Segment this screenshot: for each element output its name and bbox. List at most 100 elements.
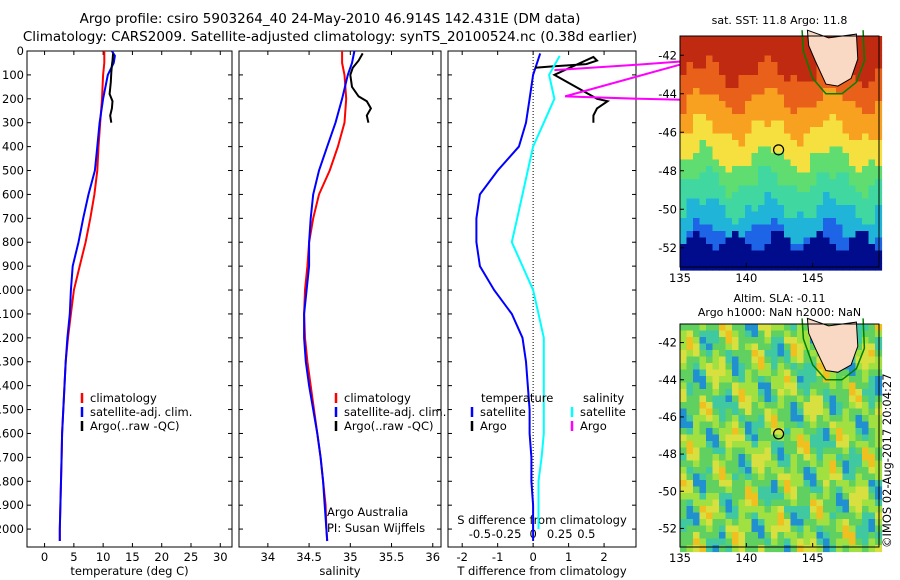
map-cell	[680, 257, 688, 265]
map-cell	[699, 75, 707, 83]
map-cell	[823, 506, 831, 514]
map-cell	[829, 166, 837, 174]
map-cell	[758, 415, 766, 423]
map-cell	[745, 231, 753, 239]
map-cell	[693, 218, 701, 226]
map-cell	[686, 447, 694, 455]
map-cell	[855, 101, 863, 109]
map-cell	[745, 486, 753, 494]
map-cell	[719, 166, 727, 174]
map-cell	[732, 159, 740, 167]
map-cell	[855, 55, 863, 63]
x2-tick-label: -0.5	[469, 527, 491, 541]
map-cell	[803, 421, 811, 429]
map-cell	[803, 211, 811, 219]
map-cell	[764, 114, 772, 122]
map-cell	[686, 402, 694, 410]
map-cell	[829, 231, 837, 239]
map-cell	[758, 120, 766, 128]
map-cell	[751, 395, 759, 403]
y-tick-label: -50	[658, 202, 677, 216]
map-cell	[842, 415, 850, 423]
map-cell	[862, 324, 870, 332]
map-cell	[855, 172, 863, 180]
map-cell	[738, 460, 746, 468]
map-cell	[699, 493, 707, 501]
map-cell	[810, 244, 818, 252]
map-cell	[849, 231, 857, 239]
map-cell	[745, 159, 753, 167]
map-cell	[842, 146, 850, 154]
map-cell	[719, 36, 727, 44]
map-cell	[686, 237, 694, 245]
map-cell	[758, 499, 766, 507]
map-cell	[751, 363, 759, 371]
map-cell	[686, 473, 694, 481]
map-cell	[719, 101, 727, 109]
map-cell	[758, 49, 766, 57]
map-cell	[758, 506, 766, 514]
map-cell	[719, 107, 727, 115]
map-cell	[862, 127, 870, 135]
map-cell	[751, 369, 759, 377]
map-cell	[790, 120, 798, 128]
map-cell	[764, 467, 772, 475]
map-cell	[771, 62, 779, 70]
map-cell	[751, 231, 759, 239]
map-cell	[732, 369, 740, 377]
map-cell	[693, 211, 701, 219]
map-cell	[855, 185, 863, 193]
map-cell	[732, 192, 740, 200]
map-cell	[680, 545, 688, 553]
map-cell	[790, 480, 798, 488]
map-cell	[803, 42, 811, 50]
map-cell	[699, 81, 707, 89]
map-cell	[725, 244, 733, 252]
map-cell	[803, 467, 811, 475]
map-cell	[699, 114, 707, 122]
map-cell	[725, 532, 733, 540]
map-cell	[803, 94, 811, 102]
map-cell	[816, 224, 824, 232]
map-cell	[823, 421, 831, 429]
map-cell	[810, 343, 818, 351]
map-cell	[725, 493, 733, 501]
map-cell	[686, 81, 694, 89]
map-cell	[699, 101, 707, 109]
map-cell	[868, 382, 876, 390]
map-cell	[745, 42, 753, 50]
map-cell	[862, 525, 870, 533]
map-cell	[706, 441, 714, 449]
map-cell	[693, 441, 701, 449]
map-cell	[719, 133, 727, 141]
map-cell	[868, 408, 876, 416]
map-cell	[803, 408, 811, 416]
map-cell	[810, 94, 818, 102]
map-cell	[797, 376, 805, 384]
map-cell	[829, 389, 837, 397]
map-cell	[816, 218, 824, 226]
map-cell	[758, 88, 766, 96]
map-cell	[836, 146, 844, 154]
map-cell	[680, 75, 688, 83]
map-cell	[771, 140, 779, 148]
map-cell	[803, 205, 811, 213]
annotation: PI: Susan Wijffels	[327, 521, 425, 535]
map-cell	[810, 107, 818, 115]
map-cell	[712, 224, 720, 232]
map-cell	[797, 395, 805, 403]
map-cell	[777, 408, 785, 416]
map-cell	[797, 330, 805, 338]
map-cell	[712, 408, 720, 416]
map-cell	[699, 62, 707, 70]
map-cell	[855, 153, 863, 161]
map-cell	[862, 428, 870, 436]
map-cell	[855, 402, 863, 410]
map-cell	[732, 343, 740, 351]
map-cell	[686, 185, 694, 193]
map-cell	[771, 538, 779, 546]
map-cell	[738, 179, 746, 187]
map-cell	[849, 172, 857, 180]
map-cell	[797, 538, 805, 546]
map-cell	[764, 120, 772, 128]
